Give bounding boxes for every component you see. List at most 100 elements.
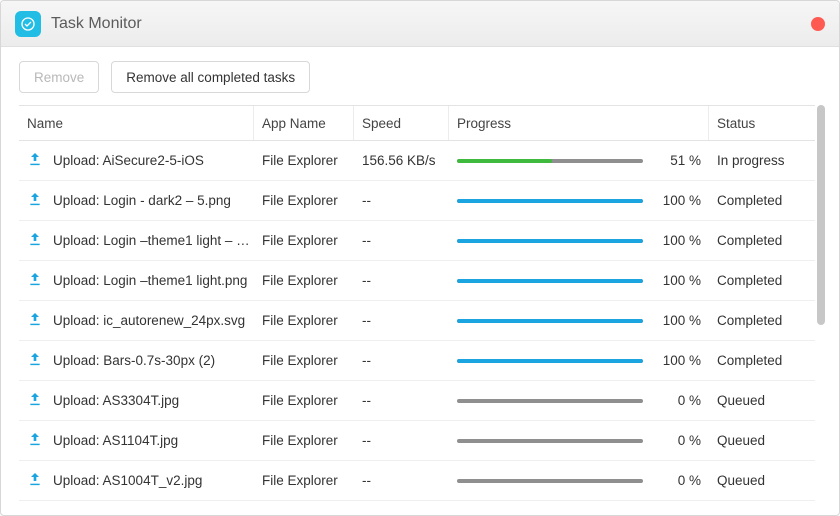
app-cell: File Explorer [254, 153, 354, 168]
upload-icon [27, 351, 43, 370]
app-cell: File Explorer [254, 353, 354, 368]
col-app[interactable]: App Name [254, 106, 354, 140]
upload-icon [27, 431, 43, 450]
table-row[interactable]: Upload: Bars-0.7s-30px (2)File Explorer-… [19, 341, 815, 381]
table-row[interactable]: Upload: Login - dark2 – 5.png File Explor… [19, 181, 815, 221]
progress-percent: 0 % [655, 473, 701, 488]
remove-all-completed-button[interactable]: Remove all completed tasks [111, 61, 310, 93]
task-name: Upload: Login - dark2 – 5.png [53, 193, 231, 208]
name-cell: Upload: Login –theme1 light – 1.... [19, 231, 254, 250]
titlebar[interactable]: Task Monitor [1, 1, 839, 47]
col-progress[interactable]: Progress [449, 106, 709, 140]
status-cell: Completed [709, 353, 809, 368]
task-name: Upload: AS3304T.jpg [53, 393, 179, 408]
task-monitor-window: Task Monitor Remove Remove all completed… [0, 0, 840, 516]
progress-cell: 51 % [449, 153, 709, 168]
table-row[interactable]: Upload: Login –theme1 light.png File Expl… [19, 261, 815, 301]
progress-cell: 100 % [449, 313, 709, 328]
status-cell: Completed [709, 193, 809, 208]
speed-cell: -- [354, 433, 449, 448]
table-row[interactable]: Upload: AS3304T.jpgFile Explorer--0 %Que… [19, 381, 815, 421]
status-cell: Completed [709, 273, 809, 288]
task-name: Upload: Login –theme1 light.png [53, 273, 247, 288]
name-cell: Upload: Login - dark2 – 5.png [19, 191, 254, 210]
table-row[interactable]: Upload: ic_autorenew_24px.svg File Explor… [19, 301, 815, 341]
task-name: Upload: AS1004T_v2.jpg [53, 473, 202, 488]
window-title: Task Monitor [51, 15, 811, 33]
progress-bar [457, 319, 643, 323]
upload-icon [27, 271, 43, 290]
upload-icon [27, 151, 43, 170]
status-cell: Queued [709, 473, 809, 488]
speed-cell: -- [354, 313, 449, 328]
scrollbar-thumb[interactable] [817, 105, 825, 325]
progress-cell: 100 % [449, 233, 709, 248]
progress-percent: 100 % [655, 313, 701, 328]
remove-button[interactable]: Remove [19, 61, 99, 93]
table-row[interactable]: Upload: AS1104T.jpg File Explorer-- 0 % Que… [19, 421, 815, 461]
scrollbar[interactable] [815, 105, 827, 503]
table-row[interactable]: Upload: Login –theme1 light – 1....File … [19, 221, 815, 261]
progress-bar [457, 279, 643, 283]
progress-percent: 100 % [655, 353, 701, 368]
status-cell: Queued [709, 393, 809, 408]
progress-bar [457, 479, 643, 483]
upload-icon [27, 191, 43, 210]
status-cell: Completed [709, 313, 809, 328]
progress-bar [457, 399, 643, 403]
table-row[interactable]: Upload: AiSecure2-5-iOS File Explorer156.… [19, 141, 815, 181]
progress-cell: 0 % [449, 473, 709, 488]
progress-percent: 0 % [655, 433, 701, 448]
name-cell: Upload: Bars-0.7s-30px (2) [19, 351, 254, 370]
name-cell: Upload: AS1004T_v2.jpg [19, 471, 254, 490]
progress-fill [457, 239, 643, 243]
app-cell: File Explorer [254, 473, 354, 488]
task-name: Upload: AiSecure2-5-iOS [53, 153, 204, 168]
task-table: Name App Name Speed Progress Status Uplo… [19, 105, 827, 503]
progress-percent: 0 % [655, 393, 701, 408]
progress-bar [457, 199, 643, 203]
table-header: Name App Name Speed Progress Status [19, 105, 815, 141]
close-button[interactable] [811, 17, 825, 31]
col-status[interactable]: Status [709, 106, 809, 140]
progress-percent: 100 % [655, 233, 701, 248]
task-name: Upload: ic_autorenew_24px.svg [53, 313, 245, 328]
progress-cell: 0 % [449, 433, 709, 448]
progress-cell: 0 % [449, 393, 709, 408]
name-cell: Upload: Login –theme1 light.png [19, 271, 254, 290]
speed-cell: -- [354, 473, 449, 488]
upload-icon [27, 471, 43, 490]
app-cell: File Explorer [254, 433, 354, 448]
app-cell: File Explorer [254, 313, 354, 328]
progress-percent: 100 % [655, 273, 701, 288]
speed-cell: -- [354, 273, 449, 288]
progress-cell: 100 % [449, 273, 709, 288]
upload-icon [27, 231, 43, 250]
progress-cell: 100 % [449, 193, 709, 208]
name-cell: Upload: AiSecure2-5-iOS [19, 151, 254, 170]
progress-percent: 51 % [655, 153, 701, 168]
table-row[interactable]: Upload: AS1004T_v2.jpg File Explorer-- 0 %… [19, 461, 815, 501]
speed-cell: -- [354, 233, 449, 248]
col-name[interactable]: Name [19, 106, 254, 140]
progress-bar [457, 439, 643, 443]
table-row[interactable]: Upload: 01.jpgFile Explorer--0 %Queued [19, 501, 815, 503]
name-cell: Upload: ic_autorenew_24px.svg [19, 311, 254, 330]
speed-cell: -- [354, 193, 449, 208]
task-name: Upload: AS1104T.jpg [53, 433, 178, 448]
status-cell: In progress [709, 153, 809, 168]
progress-bar [457, 359, 643, 363]
speed-cell: 156.56 KB/s [354, 153, 449, 168]
name-cell: Upload: AS1104T.jpg [19, 431, 254, 450]
name-cell: Upload: AS3304T.jpg [19, 391, 254, 410]
status-cell: Completed [709, 233, 809, 248]
progress-fill [457, 359, 643, 363]
app-cell: File Explorer [254, 393, 354, 408]
app-cell: File Explorer [254, 273, 354, 288]
progress-cell: 100 % [449, 353, 709, 368]
progress-fill [457, 279, 643, 283]
col-speed[interactable]: Speed [354, 106, 449, 140]
progress-fill [457, 159, 552, 163]
app-cell: File Explorer [254, 193, 354, 208]
status-cell: Queued [709, 433, 809, 448]
